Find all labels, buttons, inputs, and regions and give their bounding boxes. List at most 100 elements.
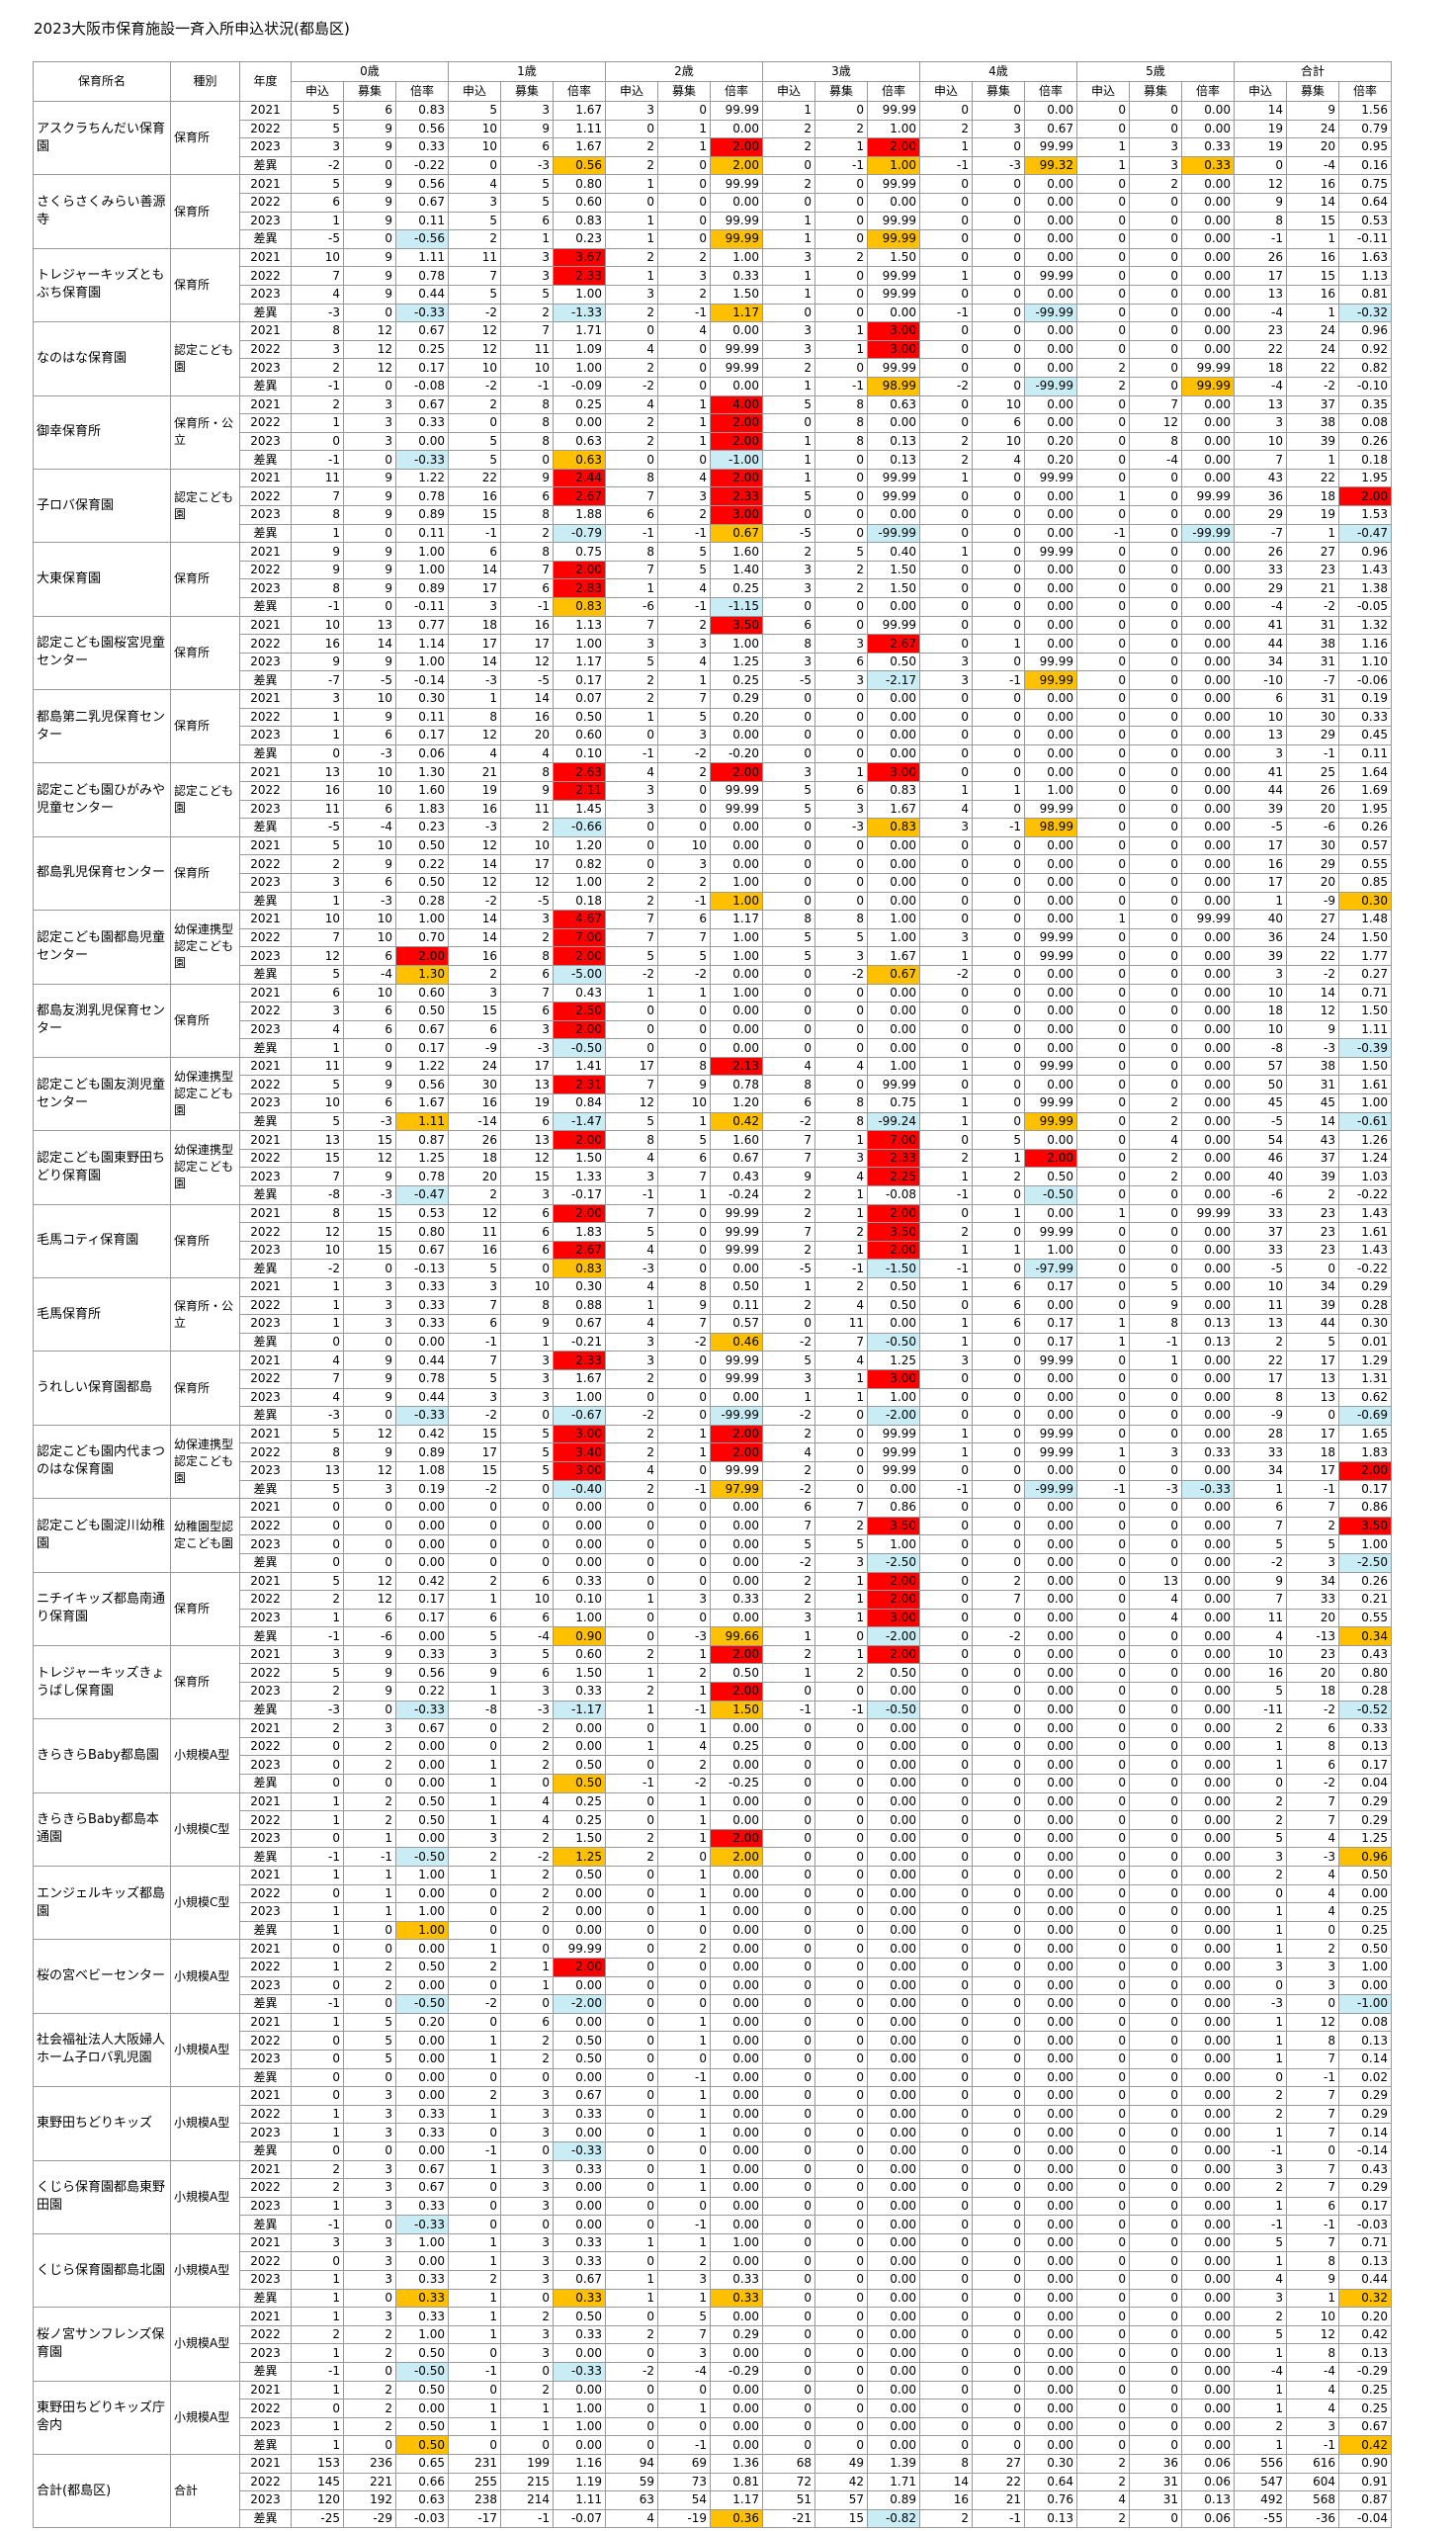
data-cell: 2.44 <box>553 468 606 488</box>
data-cell: 43 <box>1286 1130 1339 1150</box>
data-cell: -1 <box>657 2215 711 2234</box>
data-cell: 2.00 <box>553 560 606 580</box>
data-cell: 2 <box>343 1975 396 1996</box>
data-cell: -2 <box>919 964 973 985</box>
data-cell: 0 <box>972 2140 1025 2161</box>
data-cell: 0 <box>919 891 973 912</box>
data-cell: -0.10 <box>1338 376 1392 396</box>
data-cell: -1 <box>972 818 1025 837</box>
data-cell: 0.18 <box>1338 450 1392 470</box>
data-cell: 14 <box>343 634 396 654</box>
data-cell: 14 <box>1286 192 1339 213</box>
data-cell: 0 <box>343 2067 396 2088</box>
data-cell: 0.00 <box>1024 983 1077 1004</box>
data-cell: 1.60 <box>710 1130 763 1150</box>
data-cell: 1.00 <box>867 910 920 929</box>
data-cell: 0 <box>762 1682 815 1702</box>
data-cell: 0.00 <box>553 413 606 433</box>
data-cell: 18 <box>1286 486 1339 507</box>
data-cell: 3.40 <box>553 1442 606 1462</box>
data-cell: 0 <box>762 1957 815 1977</box>
data-cell: 1 <box>657 1828 711 1849</box>
data-cell: 0 <box>1076 854 1130 874</box>
data-cell: 1.25 <box>553 1847 606 1867</box>
facility-type: 保育所 <box>170 1644 240 1720</box>
data-cell: 0 <box>814 2012 868 2033</box>
header-group: 1歳 <box>448 61 606 82</box>
data-cell: 0.32 <box>1338 2288 1392 2309</box>
data-cell: 0 <box>919 1002 973 1021</box>
data-cell: 0 <box>1129 321 1182 341</box>
row: 御幸保育所 保育所・公立 2021 2 3 0.67 2 8 0.25 4 1 4.00 5 8 0.63 0… <box>33 394 1392 470</box>
data-cell: 9 <box>343 211 396 231</box>
facility-type: 幼稚園型認定こども園 <box>170 1498 240 1573</box>
data-cell: 1 <box>1234 2031 1287 2051</box>
data-cell: 12 <box>1286 1002 1339 1021</box>
data-cell: 0.67 <box>395 394 449 415</box>
row: 差異 0 0 0.00 -1 0 -0.33 0 0 0.00 0 0 0.00 0 0 0.00 0 0 0.00… <box>34 2140 1392 2161</box>
data-cell: 0 <box>1234 1774 1287 1793</box>
data-cell: 1 <box>1286 450 1339 470</box>
data-cell: -1.33 <box>553 303 606 323</box>
data-cell: 0.67 <box>710 523 763 544</box>
data-cell: 0 <box>657 1608 711 1628</box>
row: ニチイキッズ都島南通り保育園 保育所 2021 5 12 0.42 2 6 0.33 0 0 0.00… <box>33 1571 1392 1646</box>
data-cell: 1 <box>1234 2435 1287 2455</box>
data-cell: 6 <box>291 192 344 213</box>
data-cell: 0 <box>605 1810 658 1830</box>
data-cell: 1 <box>1234 2399 1287 2418</box>
data-cell: 0.10 <box>553 1590 606 1610</box>
row: 差異 -3 0 -0.33 -2 2 -1.33 2 -1 1.17 0 0 0.00 -1 0 -99.99… <box>34 303 1392 323</box>
data-cell: 0 <box>1286 2140 1339 2161</box>
row: 差異 1 0 1.00 0 0 0.00 0 0 0.00 0 0 0.00 0 0 0.00 0 0 0.00 1 0… <box>34 1920 1392 1941</box>
data-cell: 24 <box>1286 927 1339 948</box>
data-cell: 6 <box>762 1498 815 1518</box>
data-cell: 1 <box>1286 303 1339 323</box>
data-cell: 0 <box>762 1774 815 1793</box>
data-cell: -6 <box>605 597 658 617</box>
data-cell: 0 <box>1234 155 1287 176</box>
data-cell: 2 <box>343 2399 396 2418</box>
facility-type: 小規模A型 <box>170 1718 240 1793</box>
data-cell: 0.00 <box>1181 1460 1235 1481</box>
data-cell: 0.00 <box>1024 1295 1077 1316</box>
row: 2022 5 9 0.56 9 6 1.50 1 2 0.50 1 2 0.50 0 0 0.00 0 0 0.00… <box>34 1663 1392 1684</box>
data-cell: 3 <box>605 1332 658 1353</box>
facility-name: 認定こども園淀川幼稚園 <box>33 1498 171 1573</box>
data-cell: 0.00 <box>1024 1534 1077 1554</box>
data-cell: 0.00 <box>1181 1571 1235 1592</box>
data-cell: 0.00 <box>1024 743 1077 764</box>
data-cell: 0 <box>1129 2399 1182 2418</box>
data-cell: -1 <box>448 2140 501 2161</box>
data-cell: 0 <box>919 247 973 268</box>
data-cell: 0.00 <box>1181 964 1235 985</box>
data-cell: 0 <box>814 1442 868 1462</box>
data-cell: -0.50 <box>867 1700 920 1720</box>
data-cell: -5 <box>762 523 815 544</box>
data-cell: 6 <box>972 1295 1025 1316</box>
data-cell: 8 <box>291 505 344 525</box>
data-cell: 9 <box>1234 1571 1287 1592</box>
data-cell: 8 <box>1286 2343 1339 2364</box>
data-cell: 11 <box>448 1222 501 1242</box>
data-cell: 5 <box>448 1259 501 1278</box>
data-cell: 0 <box>657 1920 711 1941</box>
data-cell: 0 <box>814 1957 868 1977</box>
row: 2023 0 3 0.00 5 8 0.63 2 1 2.00 1 8 0.13 2 10 0.20 0 8 0.0… <box>34 431 1392 452</box>
row: 差異 0 0 0.00 0 0 0.00 0 0 0.00 -2 3 -2.50 0 0 0.00 0 0 0.00… <box>34 1552 1392 1573</box>
data-cell: 0.00 <box>1024 854 1077 874</box>
data-cell: 0 <box>1076 1957 1130 1977</box>
data-cell: 0.66 <box>395 2472 449 2492</box>
data-cell: 3 <box>500 2123 554 2142</box>
data-cell: 3 <box>657 854 711 874</box>
data-cell: 2 <box>605 1847 658 1867</box>
data-cell: -0.33 <box>395 1700 449 1720</box>
data-cell: 0 <box>657 2416 711 2437</box>
data-cell: 3 <box>500 1387 554 1408</box>
data-cell: 2 <box>919 450 973 470</box>
data-cell: 0 <box>605 2012 658 2033</box>
year-cell: 2023 <box>239 1608 292 1628</box>
data-cell: 0.00 <box>1024 2178 1077 2198</box>
data-cell: 99.99 <box>710 174 763 194</box>
data-cell: 3 <box>343 1314 396 1334</box>
